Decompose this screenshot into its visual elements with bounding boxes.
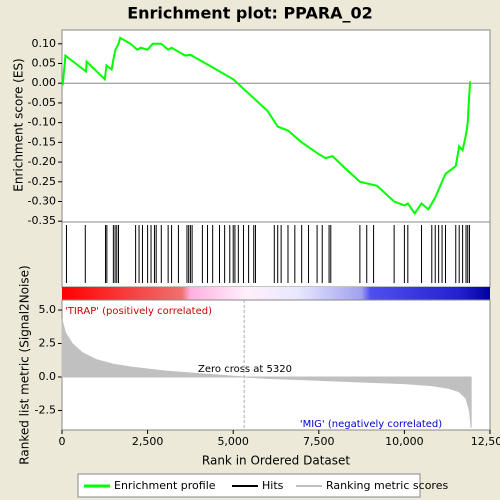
y-tick-label: -0.25 [28, 175, 56, 188]
legend-label: Ranking metric scores [326, 479, 448, 492]
y-tick-label: 0.0 [39, 370, 57, 383]
x-tick-label: 10,000 [385, 435, 424, 448]
y-tick-label: 2.5 [39, 337, 57, 350]
y-tick-label: -2.5 [35, 403, 56, 416]
chart-title: Enrichment plot: PPARA_02 [127, 4, 373, 23]
y-tick-label: -0.15 [28, 135, 56, 148]
metric-panel [61, 299, 491, 431]
x-axis-label: Rank in Ordered Dataset [202, 454, 350, 468]
legend-label: Enrichment profile [114, 479, 216, 492]
es-line [61, 36, 472, 216]
x-tick-label: 2,500 [132, 435, 164, 448]
y-tick-label: -0.05 [28, 96, 56, 109]
es-panel [61, 29, 491, 223]
hits-panel [61, 221, 491, 288]
legend-label: Hits [262, 479, 284, 492]
annotation: 'MIG' (negatively correlated) [300, 419, 442, 430]
y-tick-label: -0.30 [28, 194, 56, 207]
annotation: 'TIRAP' (positively correlated) [65, 306, 212, 317]
x-tick-label: 7,500 [303, 435, 335, 448]
color-bar [62, 287, 490, 300]
x-tick-label: 0 [59, 435, 66, 448]
y-axis-label: Ranked list metric (Signal2Noise) [18, 265, 32, 464]
y-axis-label: Enrichment score (ES) [12, 58, 26, 191]
y-tick-label: -0.35 [28, 214, 56, 227]
x-tick-label: 12,500 [471, 435, 500, 448]
y-tick-label: 0.00 [32, 76, 57, 89]
y-tick-label: 0.10 [32, 37, 57, 50]
y-tick-label: -0.20 [28, 155, 56, 168]
annotation: Zero cross at 5320 [198, 364, 292, 375]
metric-area [61, 319, 472, 428]
y-tick-label: -0.10 [28, 116, 56, 129]
x-tick-label: 5,000 [217, 435, 249, 448]
y-tick-label: 5.0 [39, 303, 57, 316]
y-tick-label: 0.05 [32, 57, 57, 70]
